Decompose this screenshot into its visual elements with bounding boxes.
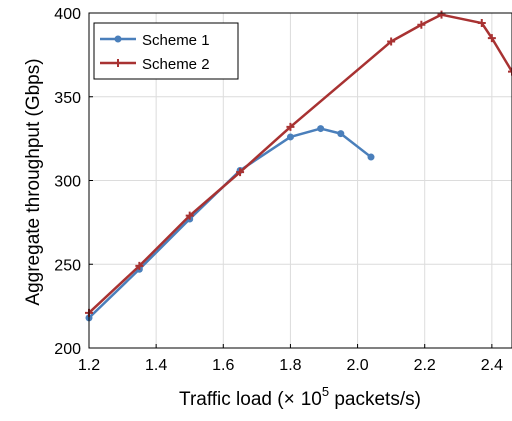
x-axis-title-times: × bbox=[284, 389, 295, 410]
legend-label-scheme-1: Scheme 1 bbox=[142, 32, 210, 49]
x-axis-title: Traffic load (× 105 packets/s) bbox=[179, 384, 421, 410]
data-point bbox=[508, 67, 512, 76]
legend: Scheme 1 Scheme 2 bbox=[93, 22, 239, 80]
data-point bbox=[185, 211, 194, 220]
y-tick-label: 200 bbox=[54, 341, 81, 358]
x-axis-title-base: 10 bbox=[301, 389, 322, 410]
legend-box bbox=[93, 22, 239, 80]
x-tick-label: 2.0 bbox=[346, 357, 368, 374]
data-point bbox=[487, 34, 496, 43]
x-tick-label: 1.2 bbox=[78, 357, 100, 374]
y-tick-label: 350 bbox=[54, 90, 81, 107]
x-axis-title-suffix: packets/s) bbox=[329, 389, 421, 410]
data-point bbox=[367, 153, 375, 161]
data-point bbox=[387, 37, 396, 46]
x-tick-label: 1.4 bbox=[145, 357, 167, 374]
y-axis-title: Aggregate throughput (Gbps) bbox=[23, 58, 44, 305]
x-tick-label: 1.6 bbox=[212, 357, 234, 374]
data-point bbox=[437, 10, 446, 19]
x-axis-title-prefix: Traffic load ( bbox=[179, 389, 284, 410]
y-tick-label: 250 bbox=[54, 257, 81, 274]
data-point bbox=[135, 261, 144, 270]
x-tick-label: 1.8 bbox=[279, 357, 301, 374]
data-point bbox=[236, 168, 245, 177]
legend-marker-scheme-2 bbox=[114, 59, 122, 67]
series-2 bbox=[85, 10, 512, 317]
x-axis-title-exponent: 5 bbox=[322, 384, 329, 399]
data-point bbox=[317, 125, 325, 133]
legend-marker-scheme-1 bbox=[114, 35, 122, 43]
data-point bbox=[417, 20, 426, 29]
y-tick-label: 300 bbox=[54, 174, 81, 191]
data-point bbox=[337, 130, 345, 138]
series-1 bbox=[85, 125, 375, 322]
legend-label-scheme-2: Scheme 2 bbox=[142, 56, 210, 73]
x-tick-label: 2.2 bbox=[414, 357, 436, 374]
series-layer bbox=[85, 10, 512, 322]
data-point bbox=[477, 19, 486, 28]
y-tick-label: 400 bbox=[54, 6, 81, 23]
data-point bbox=[286, 122, 295, 131]
x-tick-label: 2.4 bbox=[481, 357, 503, 374]
ticks: 1.2 1.4 1.6 1.8 2.0 2.2 2.4 200 250 300 350 400 bbox=[54, 6, 503, 374]
data-point bbox=[286, 133, 294, 141]
